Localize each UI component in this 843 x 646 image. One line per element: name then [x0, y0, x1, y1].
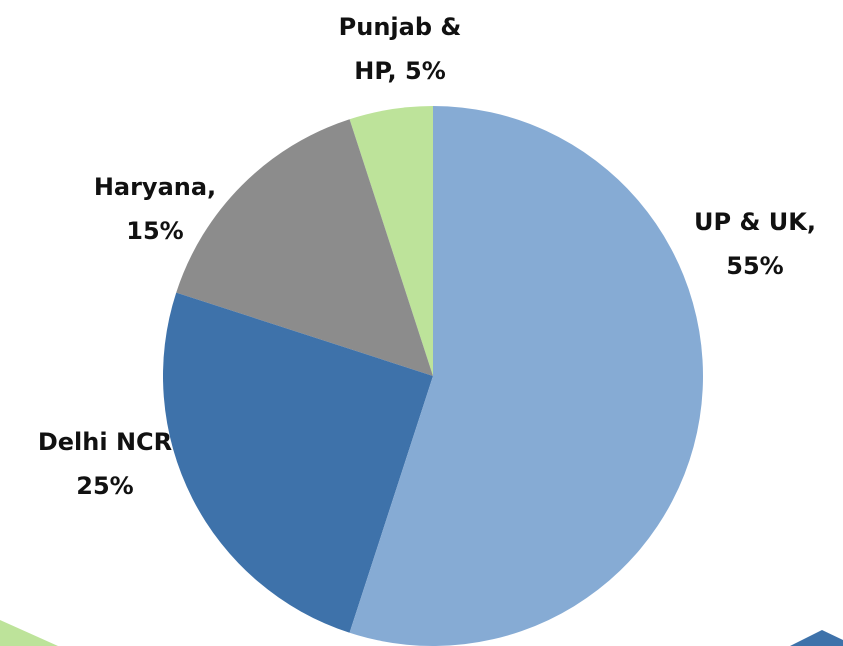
data-label: UP & UK, 55%: [665, 200, 843, 288]
value-label: 15%: [126, 217, 184, 245]
category-label: Haryana,: [93, 173, 217, 201]
data-label: Delhi NCR 25%: [10, 420, 200, 508]
corner-decoration: [790, 630, 843, 646]
corner-decoration: [0, 620, 58, 646]
pie-slice: [349, 106, 703, 646]
pie-slice: [349, 106, 433, 376]
pie-slice: [176, 119, 434, 377]
data-label: Haryana, 15%: [70, 165, 240, 253]
value-label: 55%: [726, 252, 784, 280]
category-label: UP & UK,: [694, 208, 816, 236]
value-label: 25%: [76, 472, 134, 500]
value-label: 5%: [405, 57, 446, 85]
pie-slice: [162, 292, 433, 633]
data-label: Punjab & HP, 5%: [330, 5, 470, 93]
category-label: Delhi NCR: [37, 428, 173, 456]
category-label: Punjab & HP,: [338, 13, 462, 85]
